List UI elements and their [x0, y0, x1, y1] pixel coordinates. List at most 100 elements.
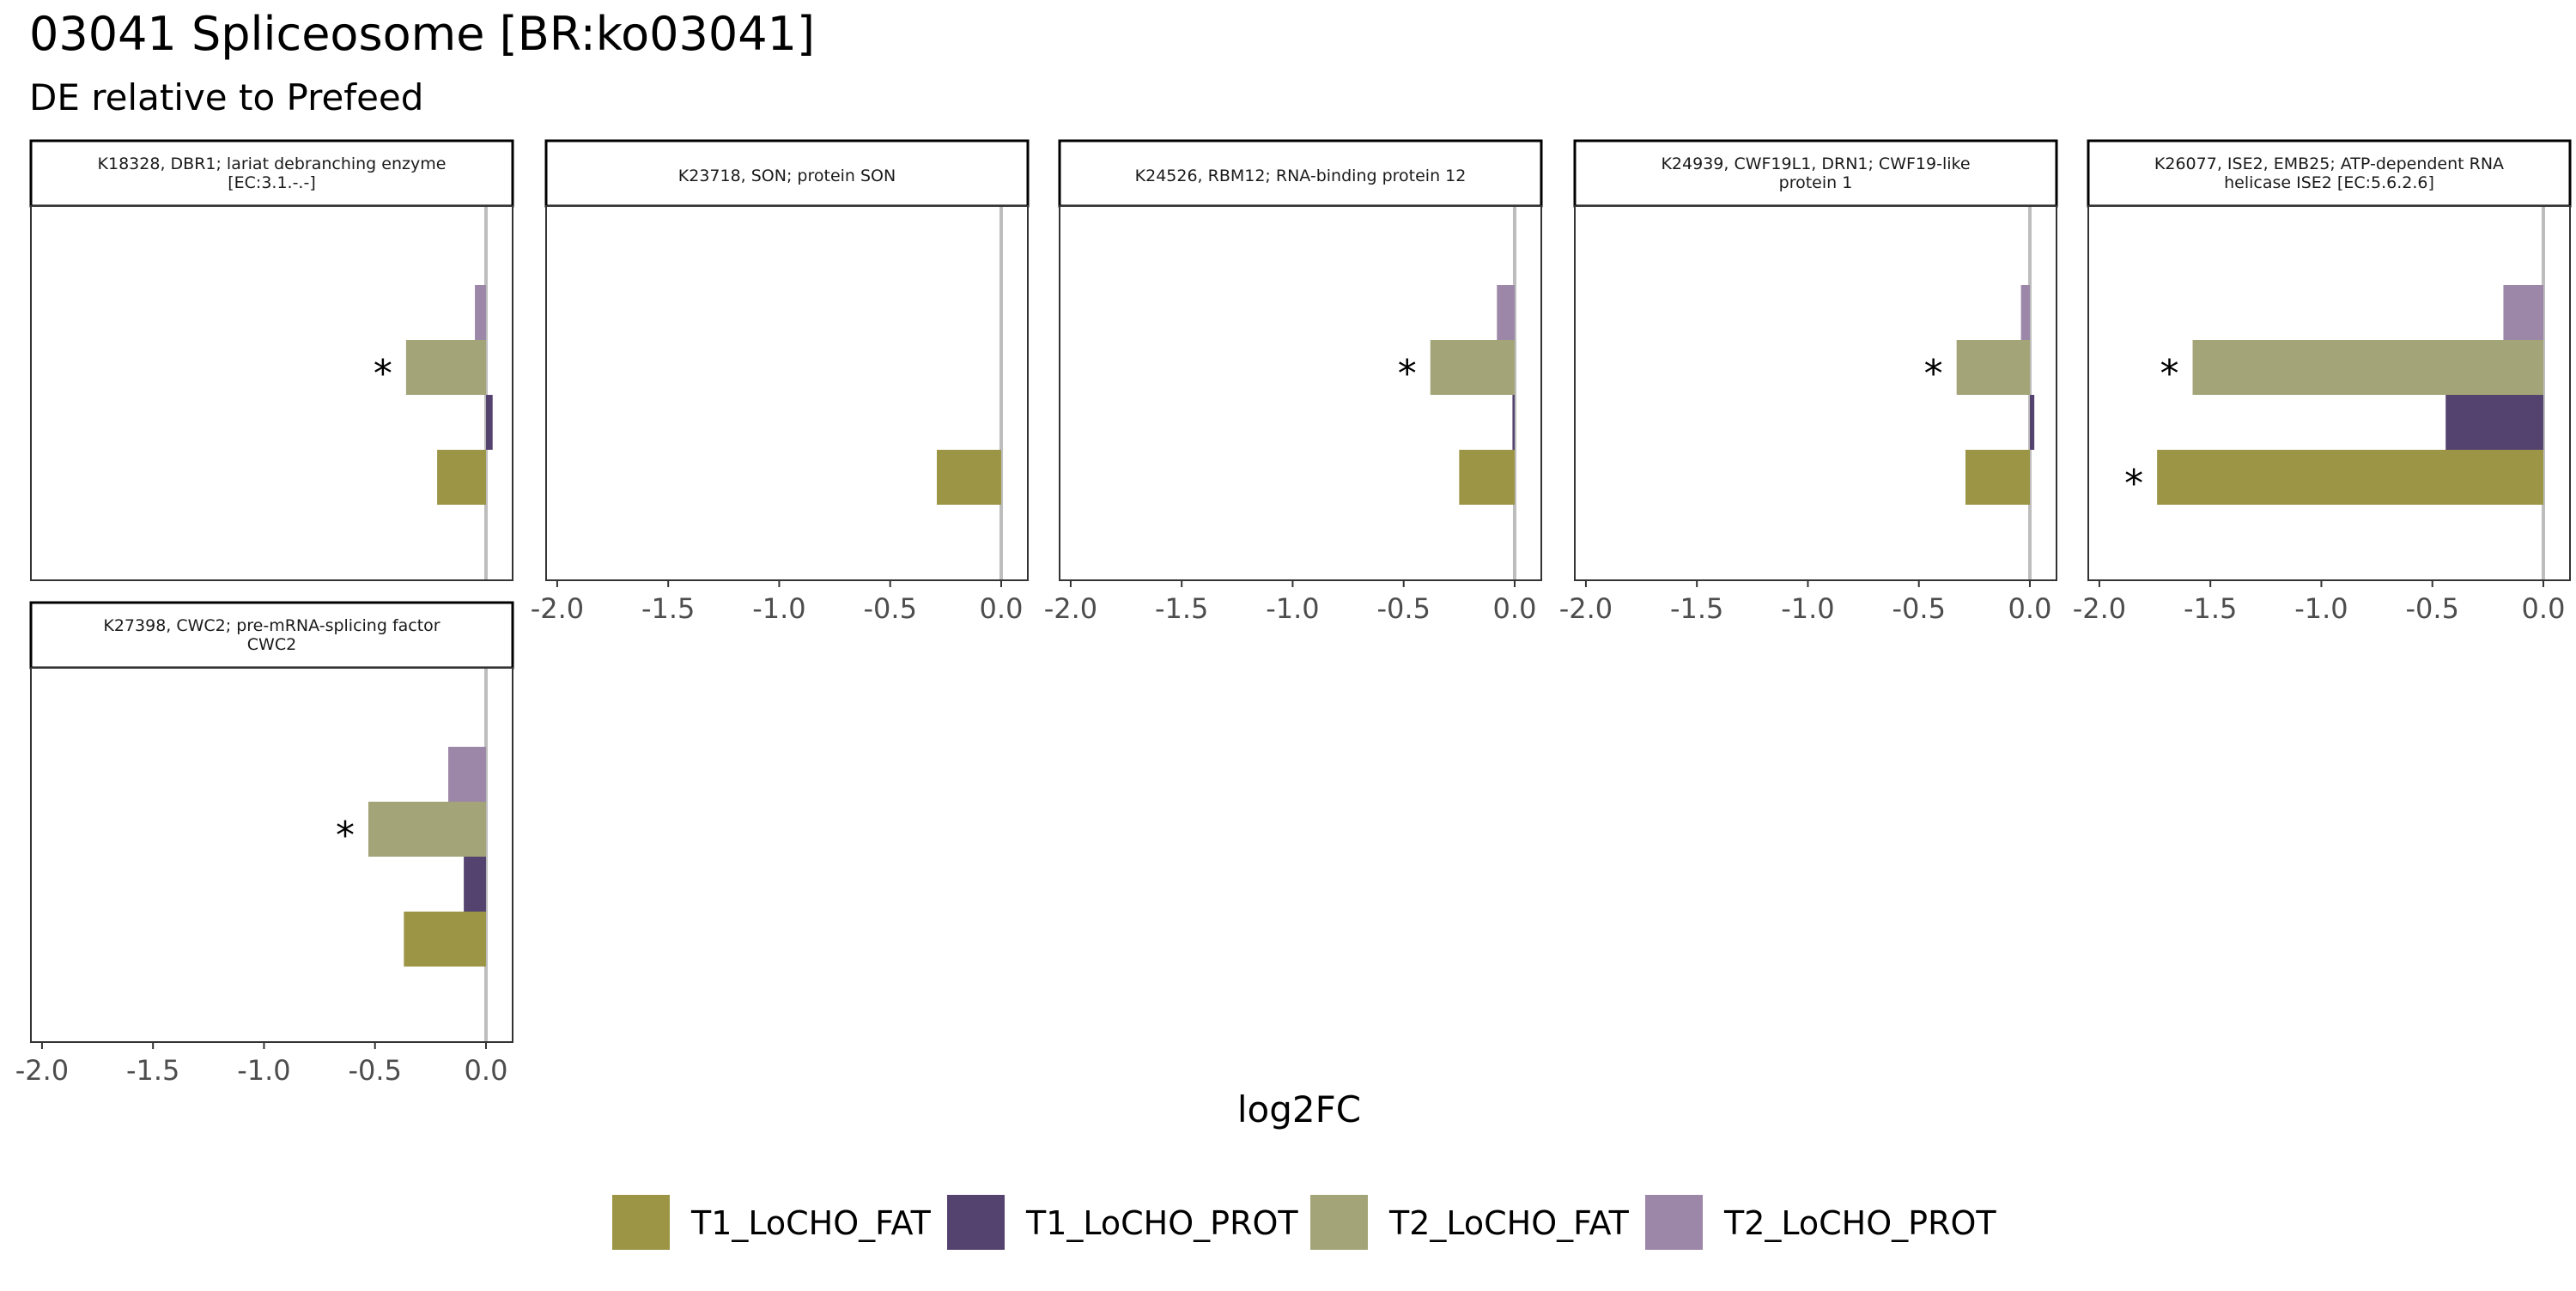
bar: [464, 857, 486, 912]
significance-marker: *: [1924, 352, 1943, 396]
x-tick-label: -2.0: [1044, 592, 1097, 625]
legend-swatch: [1310, 1195, 1368, 1250]
plot-border: [30, 667, 513, 1043]
bar: [475, 285, 486, 340]
bar: [2503, 285, 2543, 340]
bar: [2157, 450, 2543, 505]
bar: [1956, 340, 2030, 395]
legend-item: T2_LoCHO_PROT: [1645, 1195, 1996, 1250]
x-tick-label: -2.0: [1559, 592, 1613, 625]
x-tick-label: 0.0: [2008, 592, 2052, 625]
facet-panels: K18328, DBR1; lariat debranching enzyme[…: [15, 139, 2572, 1087]
bar: [1965, 450, 2030, 505]
bar: [404, 912, 486, 967]
bar: [405, 340, 486, 395]
legend-item: T2_LoCHO_FAT: [1310, 1195, 1630, 1250]
facet-label: K23718, SON; protein SON: [678, 167, 896, 185]
x-tick-label: -1.5: [1670, 592, 1723, 625]
facet-label: [EC:3.1.-.-]: [228, 173, 316, 192]
x-tick-label: -1.5: [2184, 592, 2237, 625]
facet-strip: [1058, 139, 1543, 208]
facet-panel: K24526, RBM12; RNA-binding protein 12 * -2…: [1044, 139, 1543, 625]
facet-label: CWC2: [247, 635, 296, 654]
facet-label: K24526, RBM12; RNA-binding protein 12: [1135, 167, 1467, 185]
x-tick-label: 0.0: [1493, 592, 1537, 625]
significance-marker: *: [374, 352, 392, 396]
legend-label: T2_LoCHO_FAT: [1388, 1204, 1630, 1242]
bar: [1512, 395, 1515, 450]
legend-label: T1_LoCHO_FAT: [690, 1204, 932, 1242]
legend-item: T1_LoCHO_FAT: [612, 1195, 932, 1250]
x-tick-label: -0.5: [863, 592, 916, 625]
bar: [2445, 395, 2543, 450]
x-tick-label: 0.0: [465, 1054, 508, 1087]
facet-label: K27398, CWC2; pre-mRNA-splicing factor: [103, 616, 440, 635]
legend-swatch: [1645, 1195, 1703, 1250]
x-tick-label: -2.0: [2073, 592, 2126, 625]
significance-marker: *: [336, 814, 355, 858]
significance-marker: *: [2124, 462, 2143, 506]
bar: [2020, 285, 2030, 340]
facet-panel: K26077, ISE2, EMB25; ATP-dependent RNAhe…: [2073, 139, 2572, 625]
bar: [2029, 395, 2035, 450]
significance-marker: *: [1398, 352, 1417, 396]
bar: [485, 395, 493, 450]
bar: [368, 802, 486, 857]
facet-panel: K23718, SON; protein SON -2.0 -1.5 -1.0 -0.5…: [531, 139, 1030, 625]
legend: T1_LoCHO_FAT T1_LoCHO_PROT T2_LoCHO_FAT T2_…: [612, 1195, 1996, 1250]
x-tick-label: -0.5: [348, 1054, 401, 1087]
plot-border: [1574, 205, 2057, 581]
plot-area: * -2.0 -1.5 -1.0 -0.5 0.0: [1559, 205, 2057, 625]
x-tick-label: 0.0: [980, 592, 1024, 625]
x-tick-label: -1.0: [1781, 592, 1834, 625]
plot-border: [2087, 205, 2571, 581]
facet-label: K26077, ISE2, EMB25; ATP-dependent RNA: [2154, 155, 2504, 173]
x-tick-label: 0.0: [2522, 592, 2566, 625]
bar: [1459, 450, 1515, 505]
plot-area: * -2.0 -1.5 -1.0 -0.5 0.0: [1044, 205, 1542, 625]
facet-label: helicase ISE2 [EC:5.6.2.6]: [2224, 173, 2434, 192]
x-tick-label: -2.0: [15, 1054, 69, 1087]
significance-marker: *: [2160, 352, 2179, 396]
x-tick-label: -1.0: [2294, 592, 2348, 625]
bar: [937, 450, 1001, 505]
plot-border: [30, 205, 513, 581]
x-tick-label: -0.5: [1892, 592, 1945, 625]
x-tick-label: -1.5: [1155, 592, 1208, 625]
bar: [1497, 285, 1515, 340]
x-tick-label: -1.0: [237, 1054, 290, 1087]
x-tick-label: -1.0: [752, 592, 805, 625]
x-tick-label: -1.5: [126, 1054, 179, 1087]
plot-area: * -2.0 -1.5 -1.0 -0.5 0.0: [15, 667, 513, 1087]
facet-panel: K24939, CWF19L1, DRN1; CWF19-likeprotein…: [1559, 139, 2058, 625]
x-tick-label: -0.5: [2405, 592, 2458, 625]
bar: [448, 747, 486, 802]
bar: [437, 450, 486, 505]
facet-label: protein 1: [1779, 173, 1853, 192]
facet-label: K18328, DBR1; lariat debranching enzyme: [98, 155, 447, 173]
facet-strip: [29, 601, 514, 670]
plot-area: * * -2.0 -1.5 -1.0 -0.5 0.0: [2073, 205, 2571, 625]
facet-panel: K27398, CWC2; pre-mRNA-splicing factorCW…: [15, 601, 514, 1087]
x-tick-label: -1.5: [641, 592, 695, 625]
facet-strip: [2087, 139, 2572, 208]
bar: [1430, 340, 1515, 395]
plot-background: [546, 206, 1028, 580]
plot-area: -2.0 -1.5 -1.0 -0.5 0.0: [531, 205, 1029, 625]
legend-swatch: [612, 1195, 670, 1250]
chart-title: 03041 Spliceosome [BR:ko03041]: [29, 7, 815, 61]
legend-swatch: [947, 1195, 1005, 1250]
legend-item: T1_LoCHO_PROT: [947, 1195, 1298, 1250]
x-tick-label: -0.5: [1376, 592, 1430, 625]
chart-subtitle: DE relative to Prefeed: [29, 76, 423, 118]
plot-area: *: [30, 205, 513, 581]
facet-label: K24939, CWF19L1, DRN1; CWF19-like: [1661, 155, 1970, 173]
legend-label: T2_LoCHO_PROT: [1723, 1204, 1996, 1242]
facet-strip: [29, 139, 514, 208]
plot-border: [545, 205, 1029, 581]
facet-panel: K18328, DBR1; lariat debranching enzyme[…: [29, 139, 514, 581]
facet-strip: [1573, 139, 2058, 208]
plot-border: [1059, 205, 1542, 581]
